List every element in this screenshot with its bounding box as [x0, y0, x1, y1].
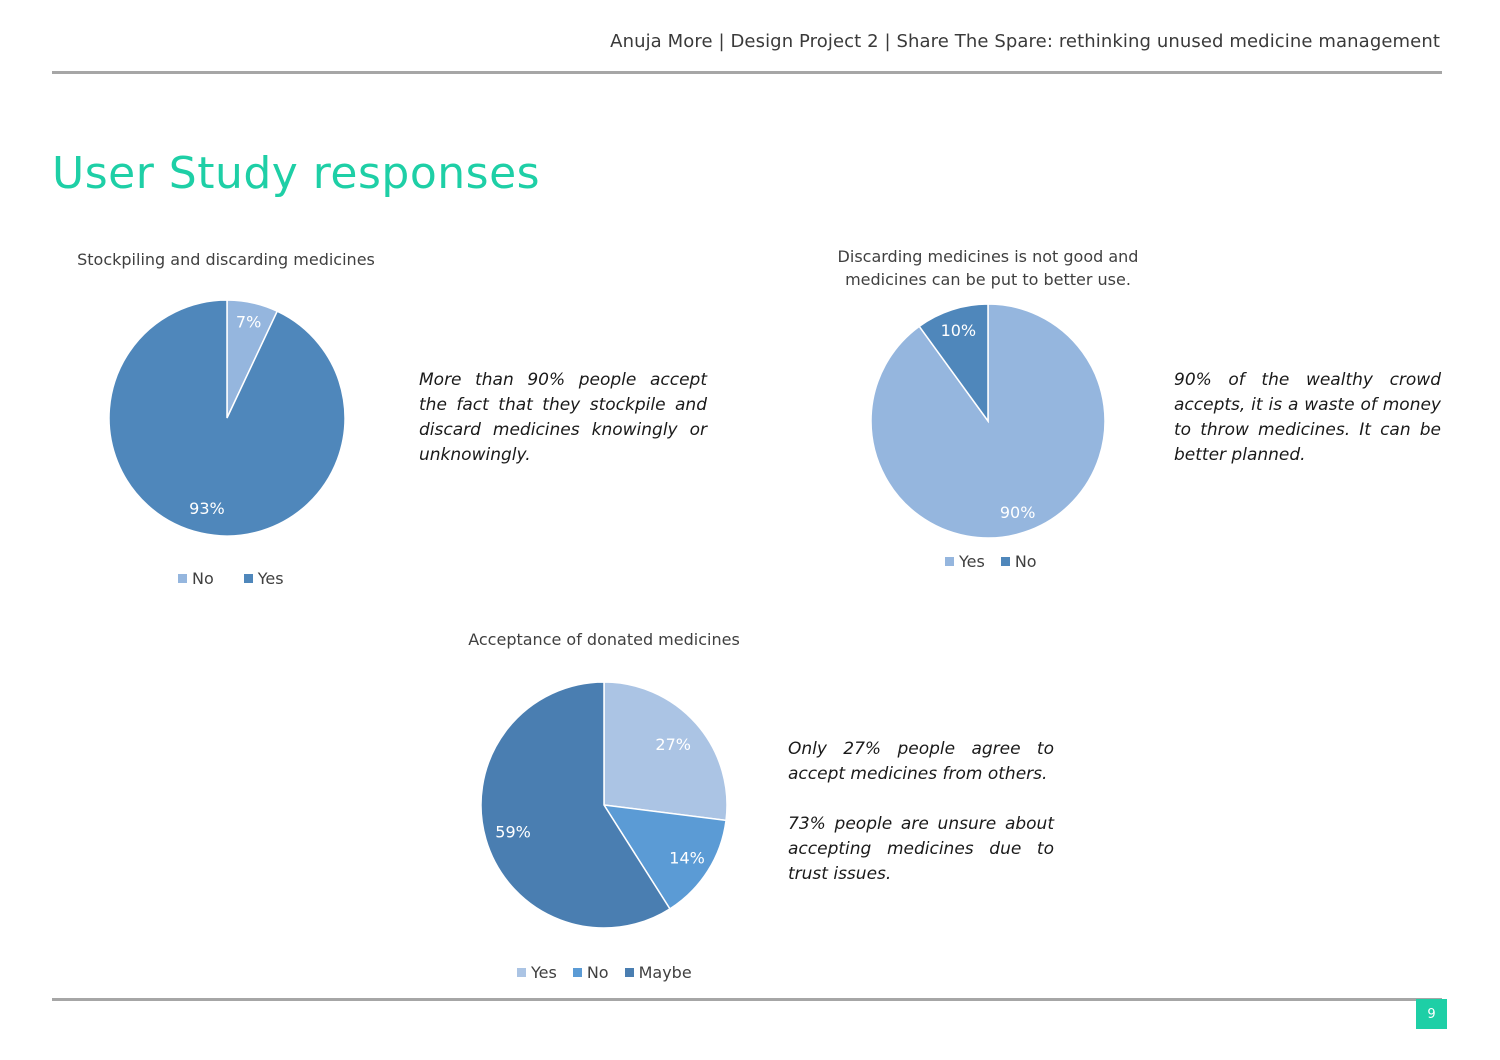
pie-slice-no	[918, 303, 989, 424]
legend-label: Yes	[959, 552, 985, 571]
chart-3-legend: Yes No Maybe	[517, 963, 708, 982]
chart-1-legend: No Yes	[178, 569, 300, 588]
data-label-yes: 27%	[655, 735, 691, 754]
pie-slice-yes	[603, 681, 728, 822]
legend-swatch-icon	[624, 968, 634, 977]
legend-swatch-icon	[517, 968, 526, 977]
chart-3-title: Acceptance of donated medicines	[468, 630, 740, 649]
chart-2-pie: 90% 10%	[870, 303, 1106, 539]
data-label-no: 14%	[669, 849, 705, 868]
legend-swatch-icon	[178, 574, 187, 583]
data-label-maybe: 59%	[495, 822, 531, 841]
chart-3-pie: 27% 14% 59%	[480, 681, 728, 929]
pie-slice-no	[602, 804, 727, 910]
chart-1-title: Stockpiling and discarding medicines	[77, 250, 375, 269]
legend-item-no: No	[1000, 552, 1037, 571]
legend-label: Maybe	[638, 963, 692, 982]
legend-swatch-icon	[572, 968, 582, 977]
legend-swatch-icon	[945, 557, 954, 566]
data-label-yes: 90%	[1000, 503, 1036, 522]
legend-item-no: No	[572, 963, 609, 982]
legend-label: Yes	[531, 963, 557, 982]
page-number: 9	[1416, 999, 1447, 1029]
legend-item-maybe: Maybe	[624, 963, 692, 982]
footer-divider	[52, 998, 1442, 1001]
legend-swatch-icon	[1000, 557, 1010, 566]
chart-3-note: Only 27% people agree to accept medicine…	[788, 737, 1054, 887]
pie-slice-yes	[108, 299, 346, 537]
legend-item-yes: Yes	[243, 569, 284, 588]
legend-item-no: No	[178, 569, 214, 588]
legend-label: No	[586, 963, 609, 982]
data-label-no: 10%	[941, 321, 977, 340]
chart-1-pie: 7% 93%	[108, 299, 346, 537]
chart-2-title: Discarding medicines is not good and med…	[837, 247, 1139, 289]
legend-label: No	[1014, 552, 1037, 571]
legend-item-yes: Yes	[517, 963, 557, 982]
chart-3-note-line-2: 73% people are unsure about accepting me…	[788, 814, 1054, 884]
chart-1-note: More than 90% people accept the fact tha…	[419, 370, 707, 465]
data-label-yes: 93%	[189, 499, 225, 518]
header-divider	[52, 71, 1442, 74]
pie-slice-maybe	[480, 681, 671, 929]
chart-3-note-line-1: Only 27% people agree to accept medicine…	[788, 739, 1054, 784]
legend-item-yes: Yes	[945, 552, 985, 571]
legend-swatch-icon	[243, 574, 253, 583]
chart-2-note: 90% of the wealthy crowd accepts, it is …	[1174, 370, 1441, 465]
data-label-no: 7%	[236, 312, 261, 331]
chart-2-legend: Yes No	[945, 552, 1053, 571]
page-title: User Study responses	[52, 148, 541, 199]
document-header: Anuja More | Design Project 2 | Share Th…	[610, 31, 1440, 52]
legend-label: Yes	[257, 569, 284, 588]
legend-label: No	[192, 569, 214, 588]
